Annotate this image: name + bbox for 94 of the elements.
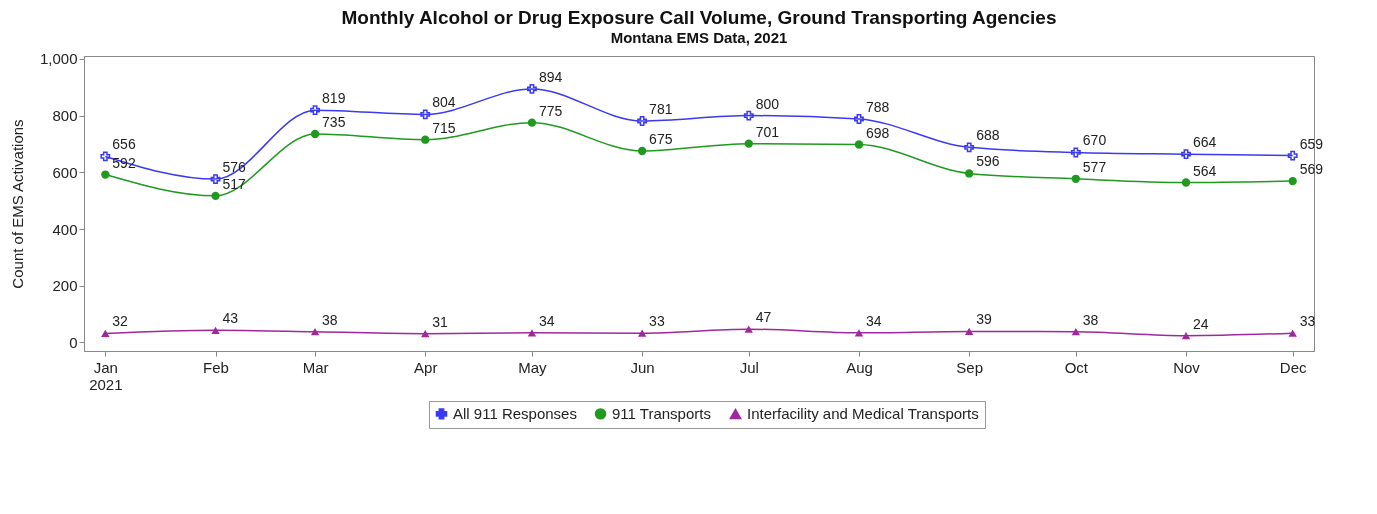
x-tick-label: Jan 2021 [89, 358, 123, 393]
point [527, 118, 537, 127]
point [854, 140, 864, 149]
x-tick-label: Apr [414, 358, 438, 376]
point [1070, 147, 1081, 158]
data-label: 804 [432, 94, 456, 111]
y-tick-label: 400 [52, 220, 78, 238]
data-label: 698 [865, 124, 890, 141]
point [744, 139, 753, 148]
y-axis-title: Count of EMS Activations [8, 119, 26, 289]
x-tick-label: Feb [203, 358, 229, 376]
chart-title: Monthly Alcohol or Drug Exposure Call Volume, Ground Transporting Agencies [341, 6, 1057, 28]
data-label: 38 [1082, 311, 1099, 328]
point [964, 327, 974, 336]
point [964, 169, 974, 178]
data-label: 735 [322, 114, 346, 130]
x-tick-label: Nov [1173, 358, 1201, 376]
point [1071, 174, 1080, 183]
point [310, 328, 320, 336]
point [101, 329, 110, 338]
data-label: 577 [1082, 158, 1107, 175]
data-label: 33 [1299, 313, 1316, 330]
legend-label: Interfacility and Medical Transports [747, 405, 979, 423]
point [854, 114, 864, 124]
y-tick-label: 200 [52, 277, 78, 295]
point [1181, 178, 1191, 187]
legend-label: 911 Transports [612, 404, 711, 422]
y-tick-label: 0 [69, 333, 78, 351]
data-label: 24 [1193, 315, 1209, 332]
point [637, 146, 647, 156]
point [854, 329, 864, 337]
y-tick-label: 800 [52, 107, 78, 125]
point [1288, 329, 1297, 337]
data-label: 47 [755, 309, 772, 326]
point [310, 129, 320, 139]
point [101, 170, 110, 179]
data-label: 596 [976, 153, 1000, 170]
point [1287, 150, 1298, 161]
data-label: 517 [222, 175, 247, 192]
data-label: 43 [222, 310, 239, 327]
point [743, 110, 754, 121]
chart-subtitle: Montana EMS Data, 2021 [610, 28, 788, 46]
legend-label: All 911 Responses [453, 404, 577, 422]
point [210, 174, 221, 185]
point [1071, 328, 1080, 336]
data-label: 33 [649, 313, 665, 330]
point [1288, 176, 1297, 186]
data-label: 788 [865, 98, 890, 115]
point [421, 330, 430, 338]
x-tick-label: Jun [630, 358, 655, 376]
point [637, 329, 647, 337]
point [744, 325, 753, 333]
data-label: 819 [322, 90, 346, 107]
data-label: 31 [432, 313, 449, 330]
y-tick-label: 1,000 [39, 50, 78, 68]
point [1181, 149, 1191, 160]
data-label: 701 [755, 123, 780, 140]
x-tick-label: May [518, 358, 548, 376]
data-label: 34 [865, 312, 882, 329]
data-label: 664 [1193, 134, 1217, 151]
point [1181, 332, 1191, 340]
point [526, 83, 537, 94]
y-tick-label: 600 [52, 163, 78, 181]
point [211, 326, 220, 334]
point [211, 191, 220, 201]
x-tick-label: Oct [1064, 358, 1089, 376]
data-label: 670 [1082, 132, 1107, 149]
data-label: 688 [976, 127, 1000, 144]
data-label: 781 [649, 100, 673, 117]
data-label: 34 [538, 312, 555, 329]
data-label: 569 [1299, 161, 1324, 178]
point [100, 151, 111, 162]
data-label: 715 [432, 119, 456, 136]
data-label: 675 [649, 131, 673, 148]
x-tick-label: Sep [956, 358, 984, 376]
point [420, 109, 431, 120]
data-label: 894 [538, 68, 563, 85]
point [527, 329, 537, 337]
point [310, 105, 320, 116]
x-tick-label: Dec [1279, 358, 1307, 376]
data-label: 564 [1193, 162, 1217, 179]
point [964, 142, 975, 153]
x-tick-label: Aug [846, 358, 873, 376]
data-label: 800 [755, 95, 780, 112]
x-tick-label: Mar [302, 358, 329, 376]
point [637, 116, 648, 126]
data-label: 775 [538, 102, 563, 119]
data-label: 32 [112, 313, 129, 330]
x-tick-label: Jul [739, 358, 759, 376]
data-label: 38 [322, 311, 338, 328]
data-label: 39 [976, 311, 992, 328]
data-label: 656 [112, 136, 136, 153]
data-label: 659 [1299, 135, 1324, 152]
point [421, 135, 430, 144]
